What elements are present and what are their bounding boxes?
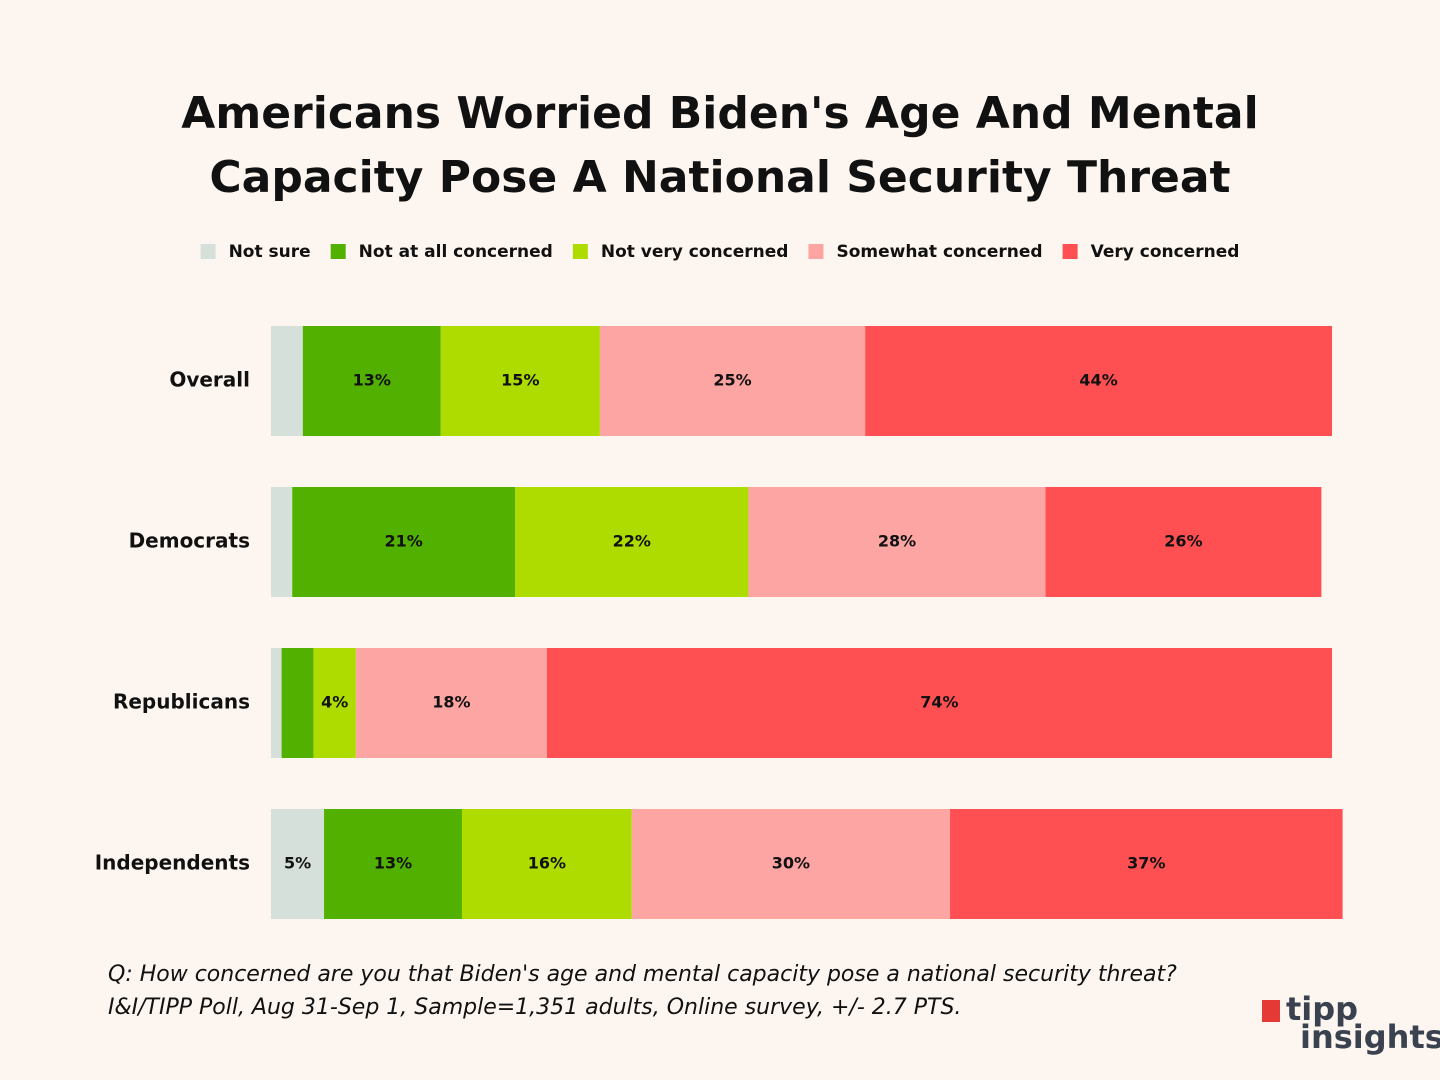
y-tick-label: Republicans <box>113 690 250 714</box>
data-label: 25% <box>713 371 751 390</box>
data-label: 44% <box>1079 371 1117 390</box>
legend-label: Not very concerned <box>601 242 789 262</box>
data-label: 13% <box>353 371 391 390</box>
logo-bottom: insights <box>1300 1018 1440 1056</box>
logo-mark <box>1262 1000 1280 1022</box>
bar-segment <box>271 648 282 758</box>
bar-segment <box>271 326 303 436</box>
bar-segment <box>950 809 1343 919</box>
bar-segment <box>748 487 1046 597</box>
bar-segment <box>515 487 749 597</box>
chart-title: Americans Worried Biden's Age And Mental… <box>181 88 1259 203</box>
y-tick-label: Democrats <box>129 529 250 553</box>
data-label: 74% <box>920 693 958 712</box>
data-label: 21% <box>384 532 422 551</box>
data-label: 22% <box>613 532 651 551</box>
y-tick-label: Independents <box>95 851 250 875</box>
bar-segment <box>271 487 293 597</box>
bar-segment <box>355 648 547 758</box>
logo-top: tipp <box>1286 990 1359 1028</box>
data-label: 28% <box>878 532 916 551</box>
bar-segment <box>440 326 600 436</box>
bar-segment <box>546 648 1332 758</box>
data-label: 18% <box>432 693 470 712</box>
data-label: 26% <box>1164 532 1202 551</box>
data-label: 13% <box>374 854 412 873</box>
data-label: 4% <box>321 693 348 712</box>
data-label: 37% <box>1127 854 1165 873</box>
data-label: 5% <box>284 854 311 873</box>
bar-segment <box>271 809 325 919</box>
data-label: 16% <box>528 854 566 873</box>
source: I&I/TIPP Poll, Aug 31-Sep 1, Sample=1,35… <box>108 995 962 1020</box>
data-label: 30% <box>772 854 810 873</box>
question: Q: How concerned are you that Biden's ag… <box>108 962 1177 987</box>
bar-segment <box>461 809 632 919</box>
data-label: 15% <box>501 371 539 390</box>
legend-label: Not at all concerned <box>359 242 553 262</box>
bar-segment <box>324 809 462 919</box>
legend-swatch <box>1062 244 1078 259</box>
bar-segment <box>1045 487 1322 597</box>
bar-segment <box>631 809 951 919</box>
legend-label: Very concerned <box>1091 242 1240 262</box>
bar-segment <box>281 648 314 758</box>
bar-segment <box>313 648 356 758</box>
legend-swatch <box>330 244 346 259</box>
y-tick-label: Overall <box>169 368 250 392</box>
legend-swatch <box>200 244 216 259</box>
legend-label: Not sure <box>229 242 311 262</box>
bar-segment <box>302 326 441 436</box>
legend-label: Somewhat concerned <box>836 242 1042 262</box>
legend-swatch <box>572 244 588 259</box>
bar-segment <box>599 326 866 436</box>
legend-swatch <box>808 244 824 259</box>
bar-segment <box>292 487 516 597</box>
bar-segment <box>865 326 1332 436</box>
